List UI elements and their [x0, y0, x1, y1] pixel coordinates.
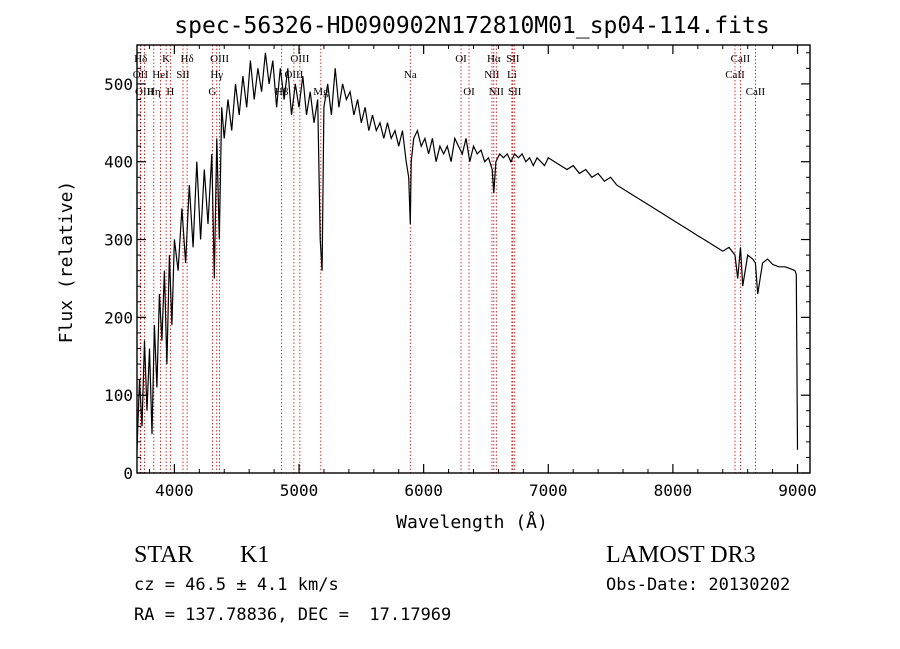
marker-label-11: G: [208, 86, 216, 98]
marker-label-22: SII: [506, 53, 520, 65]
marker-label-13: OIII: [284, 69, 303, 81]
marker-label-17: OI: [455, 53, 467, 65]
marker-label-9: OIII: [210, 53, 229, 65]
y-tick-label-1: 100: [104, 386, 133, 405]
x-tick-label-0: 4000: [155, 481, 194, 500]
object-class: STAR: [134, 542, 193, 568]
marker-label-16: Na: [404, 69, 417, 81]
x-tick-label-3: 7000: [529, 481, 568, 500]
marker-label-18: OI: [463, 86, 475, 98]
marker-label-0: Hδ: [134, 53, 147, 65]
x-tick-label-5: 9000: [778, 481, 817, 500]
marker-label-25: CaII: [731, 53, 751, 65]
y-axis-ticks: 0 100 200 300 400 500: [104, 52, 810, 483]
y-tick-label-0: 0: [123, 464, 133, 483]
y-tick-label-4: 400: [104, 153, 133, 172]
marker-label-20: NII: [484, 69, 500, 81]
coordinates: RA = 137.78836, DEC = 17.17969: [134, 605, 451, 625]
y-tick-label-5: 500: [104, 75, 133, 94]
marker-label-5: SII: [176, 69, 190, 81]
marker-label-8: H: [166, 86, 174, 98]
spectrum-line: [136, 52, 799, 450]
marker-label-4: HeI: [152, 69, 169, 81]
y-tick-label-2: 200: [104, 308, 133, 327]
marker-label-7: Hη: [147, 86, 161, 98]
marker-label-19: Hα: [487, 53, 501, 65]
spectral-line-markers: [139, 45, 756, 473]
redshift-readout: cz = 46.5 ± 4.1 km/s: [134, 575, 339, 595]
marker-label-2: Hδ: [181, 53, 194, 65]
x-tick-label-1: 5000: [280, 481, 319, 500]
y-axis-label: Flux (relative): [56, 181, 77, 344]
x-axis-label: Wavelength (Å): [396, 511, 548, 533]
marker-label-10: Hγ: [210, 69, 223, 81]
marker-label-15: Mg: [313, 86, 329, 98]
marker-label-21: NII: [489, 86, 505, 98]
chart-title: spec-56326-HD090902N172810M01_sp04-114.f…: [174, 13, 769, 39]
obs-date: Obs-Date: 20130202: [606, 575, 790, 595]
x-tick-label-4: 8000: [654, 481, 693, 500]
marker-label-1: K: [162, 53, 170, 65]
marker-label-23: Li: [507, 69, 517, 81]
marker-label-27: CaII: [746, 86, 766, 98]
marker-label-14: Hβ: [275, 86, 289, 98]
marker-label-12: OIII: [290, 53, 309, 65]
marker-label-6: OIII: [135, 86, 154, 98]
x-axis-ticks: 4000 5000 6000 7000 8000 9000: [148, 45, 817, 500]
y-tick-label-3: 300: [104, 231, 133, 250]
object-subclass: K1: [240, 542, 269, 568]
marker-label-24: SII: [508, 86, 522, 98]
survey-name: LAMOST DR3: [606, 542, 756, 568]
marker-label-3: OII: [133, 69, 149, 81]
x-tick-label-2: 6000: [404, 481, 443, 500]
marker-label-26: CaII: [725, 69, 745, 81]
